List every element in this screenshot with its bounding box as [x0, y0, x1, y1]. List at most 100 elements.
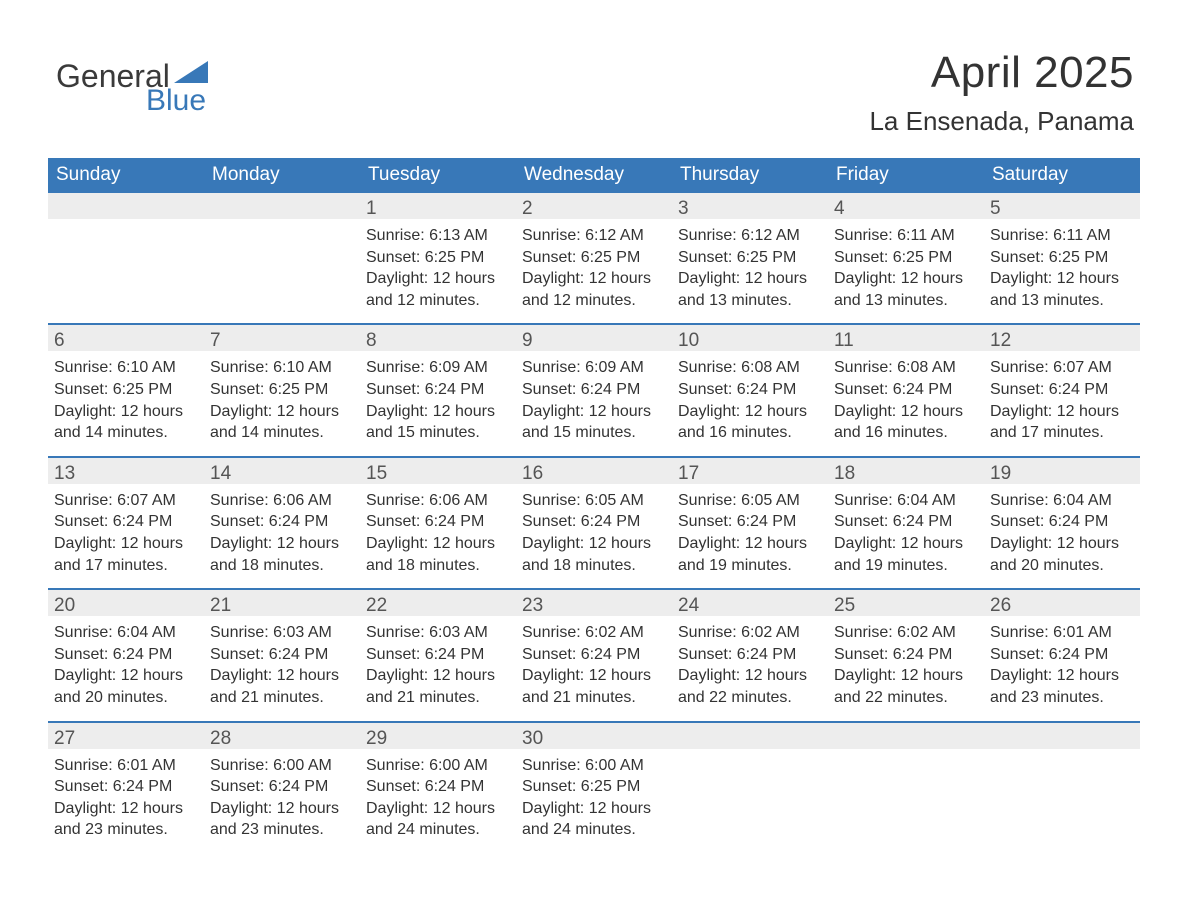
day-body: Sunrise: 6:10 AMSunset: 6:25 PMDaylight:… [48, 351, 204, 455]
day-cell: 14Sunrise: 6:06 AMSunset: 6:24 PMDayligh… [204, 458, 360, 588]
sunset-line: Sunset: 6:24 PM [678, 511, 822, 533]
day-cell: 29Sunrise: 6:00 AMSunset: 6:24 PMDayligh… [360, 723, 516, 853]
day-cell: 15Sunrise: 6:06 AMSunset: 6:24 PMDayligh… [360, 458, 516, 588]
day-cell: 11Sunrise: 6:08 AMSunset: 6:24 PMDayligh… [828, 325, 984, 455]
day-body: Sunrise: 6:08 AMSunset: 6:24 PMDaylight:… [672, 351, 828, 455]
sunset-line: Sunset: 6:24 PM [834, 644, 978, 666]
sunrise-line: Sunrise: 6:08 AM [678, 357, 822, 379]
day-body: Sunrise: 6:10 AMSunset: 6:25 PMDaylight:… [204, 351, 360, 455]
daylight-line: Daylight: 12 hours and 22 minutes. [678, 665, 822, 708]
day-body: Sunrise: 6:04 AMSunset: 6:24 PMDaylight:… [984, 484, 1140, 588]
day-number: 25 [828, 590, 984, 616]
day-cell: 5Sunrise: 6:11 AMSunset: 6:25 PMDaylight… [984, 193, 1140, 323]
sunrise-line: Sunrise: 6:03 AM [210, 622, 354, 644]
daylight-line: Daylight: 12 hours and 24 minutes. [366, 798, 510, 841]
day-body: Sunrise: 6:04 AMSunset: 6:24 PMDaylight:… [48, 616, 204, 720]
sunset-line: Sunset: 6:25 PM [522, 247, 666, 269]
day-number: 4 [828, 193, 984, 219]
day-cell: 22Sunrise: 6:03 AMSunset: 6:24 PMDayligh… [360, 590, 516, 720]
sunset-line: Sunset: 6:24 PM [990, 644, 1134, 666]
sunrise-line: Sunrise: 6:04 AM [834, 490, 978, 512]
title-block: April 2025 La Ensenada, Panama [869, 48, 1134, 137]
day-number: 29 [360, 723, 516, 749]
daylight-line: Daylight: 12 hours and 20 minutes. [990, 533, 1134, 576]
day-number: 7 [204, 325, 360, 351]
day-cell: 10Sunrise: 6:08 AMSunset: 6:24 PMDayligh… [672, 325, 828, 455]
daylight-line: Daylight: 12 hours and 12 minutes. [522, 268, 666, 311]
daylight-line: Daylight: 12 hours and 22 minutes. [834, 665, 978, 708]
daylight-line: Daylight: 12 hours and 21 minutes. [210, 665, 354, 708]
day-body: Sunrise: 6:03 AMSunset: 6:24 PMDaylight:… [360, 616, 516, 720]
weekday-header-cell: Friday [828, 158, 984, 193]
day-body: Sunrise: 6:07 AMSunset: 6:24 PMDaylight:… [984, 351, 1140, 455]
day-body: Sunrise: 6:00 AMSunset: 6:24 PMDaylight:… [204, 749, 360, 853]
sunset-line: Sunset: 6:24 PM [366, 644, 510, 666]
sunrise-line: Sunrise: 6:05 AM [522, 490, 666, 512]
daylight-line: Daylight: 12 hours and 18 minutes. [210, 533, 354, 576]
day-number: 6 [48, 325, 204, 351]
daylight-line: Daylight: 12 hours and 18 minutes. [366, 533, 510, 576]
logo-word-blue: Blue [146, 86, 208, 116]
location-title: La Ensenada, Panama [869, 106, 1134, 137]
day-cell: 23Sunrise: 6:02 AMSunset: 6:24 PMDayligh… [516, 590, 672, 720]
day-body: Sunrise: 6:00 AMSunset: 6:24 PMDaylight:… [360, 749, 516, 853]
day-cell: 26Sunrise: 6:01 AMSunset: 6:24 PMDayligh… [984, 590, 1140, 720]
weekday-header-cell: Monday [204, 158, 360, 193]
day-cell: 21Sunrise: 6:03 AMSunset: 6:24 PMDayligh… [204, 590, 360, 720]
day-body: Sunrise: 6:09 AMSunset: 6:24 PMDaylight:… [516, 351, 672, 455]
sunrise-line: Sunrise: 6:02 AM [678, 622, 822, 644]
day-number: 15 [360, 458, 516, 484]
daylight-line: Daylight: 12 hours and 23 minutes. [990, 665, 1134, 708]
day-body: Sunrise: 6:08 AMSunset: 6:24 PMDaylight:… [828, 351, 984, 455]
day-number [984, 723, 1140, 749]
weeks-container: 1Sunrise: 6:13 AMSunset: 6:25 PMDaylight… [48, 193, 1140, 853]
sunrise-line: Sunrise: 6:02 AM [834, 622, 978, 644]
day-number: 26 [984, 590, 1140, 616]
day-number: 3 [672, 193, 828, 219]
sunset-line: Sunset: 6:24 PM [834, 379, 978, 401]
day-number: 14 [204, 458, 360, 484]
day-cell [828, 723, 984, 853]
sunset-line: Sunset: 6:25 PM [990, 247, 1134, 269]
sunrise-line: Sunrise: 6:02 AM [522, 622, 666, 644]
daylight-line: Daylight: 12 hours and 20 minutes. [54, 665, 198, 708]
day-cell: 7Sunrise: 6:10 AMSunset: 6:25 PMDaylight… [204, 325, 360, 455]
day-number: 19 [984, 458, 1140, 484]
day-cell: 24Sunrise: 6:02 AMSunset: 6:24 PMDayligh… [672, 590, 828, 720]
day-number: 5 [984, 193, 1140, 219]
daylight-line: Daylight: 12 hours and 23 minutes. [54, 798, 198, 841]
day-cell [672, 723, 828, 853]
day-body: Sunrise: 6:12 AMSunset: 6:25 PMDaylight:… [516, 219, 672, 323]
daylight-line: Daylight: 12 hours and 19 minutes. [834, 533, 978, 576]
sunrise-line: Sunrise: 6:00 AM [210, 755, 354, 777]
sunset-line: Sunset: 6:24 PM [522, 644, 666, 666]
sunrise-line: Sunrise: 6:12 AM [522, 225, 666, 247]
day-number: 27 [48, 723, 204, 749]
day-number: 30 [516, 723, 672, 749]
sunrise-line: Sunrise: 6:07 AM [990, 357, 1134, 379]
week-row: 13Sunrise: 6:07 AMSunset: 6:24 PMDayligh… [48, 456, 1140, 588]
day-cell: 28Sunrise: 6:00 AMSunset: 6:24 PMDayligh… [204, 723, 360, 853]
day-body: Sunrise: 6:05 AMSunset: 6:24 PMDaylight:… [516, 484, 672, 588]
day-number: 21 [204, 590, 360, 616]
day-cell: 30Sunrise: 6:00 AMSunset: 6:25 PMDayligh… [516, 723, 672, 853]
week-row: 20Sunrise: 6:04 AMSunset: 6:24 PMDayligh… [48, 588, 1140, 720]
day-cell: 8Sunrise: 6:09 AMSunset: 6:24 PMDaylight… [360, 325, 516, 455]
weekday-header-cell: Wednesday [516, 158, 672, 193]
sunset-line: Sunset: 6:25 PM [210, 379, 354, 401]
sunrise-line: Sunrise: 6:10 AM [54, 357, 198, 379]
day-number [204, 193, 360, 219]
sunset-line: Sunset: 6:25 PM [834, 247, 978, 269]
week-row: 27Sunrise: 6:01 AMSunset: 6:24 PMDayligh… [48, 721, 1140, 853]
sunset-line: Sunset: 6:24 PM [366, 776, 510, 798]
day-number: 17 [672, 458, 828, 484]
daylight-line: Daylight: 12 hours and 21 minutes. [366, 665, 510, 708]
day-cell: 9Sunrise: 6:09 AMSunset: 6:24 PMDaylight… [516, 325, 672, 455]
day-number: 22 [360, 590, 516, 616]
daylight-line: Daylight: 12 hours and 14 minutes. [54, 401, 198, 444]
calendar-page: General Blue April 2025 La Ensenada, Pan… [0, 0, 1188, 918]
day-number: 16 [516, 458, 672, 484]
day-cell: 16Sunrise: 6:05 AMSunset: 6:24 PMDayligh… [516, 458, 672, 588]
day-cell [204, 193, 360, 323]
day-number [48, 193, 204, 219]
